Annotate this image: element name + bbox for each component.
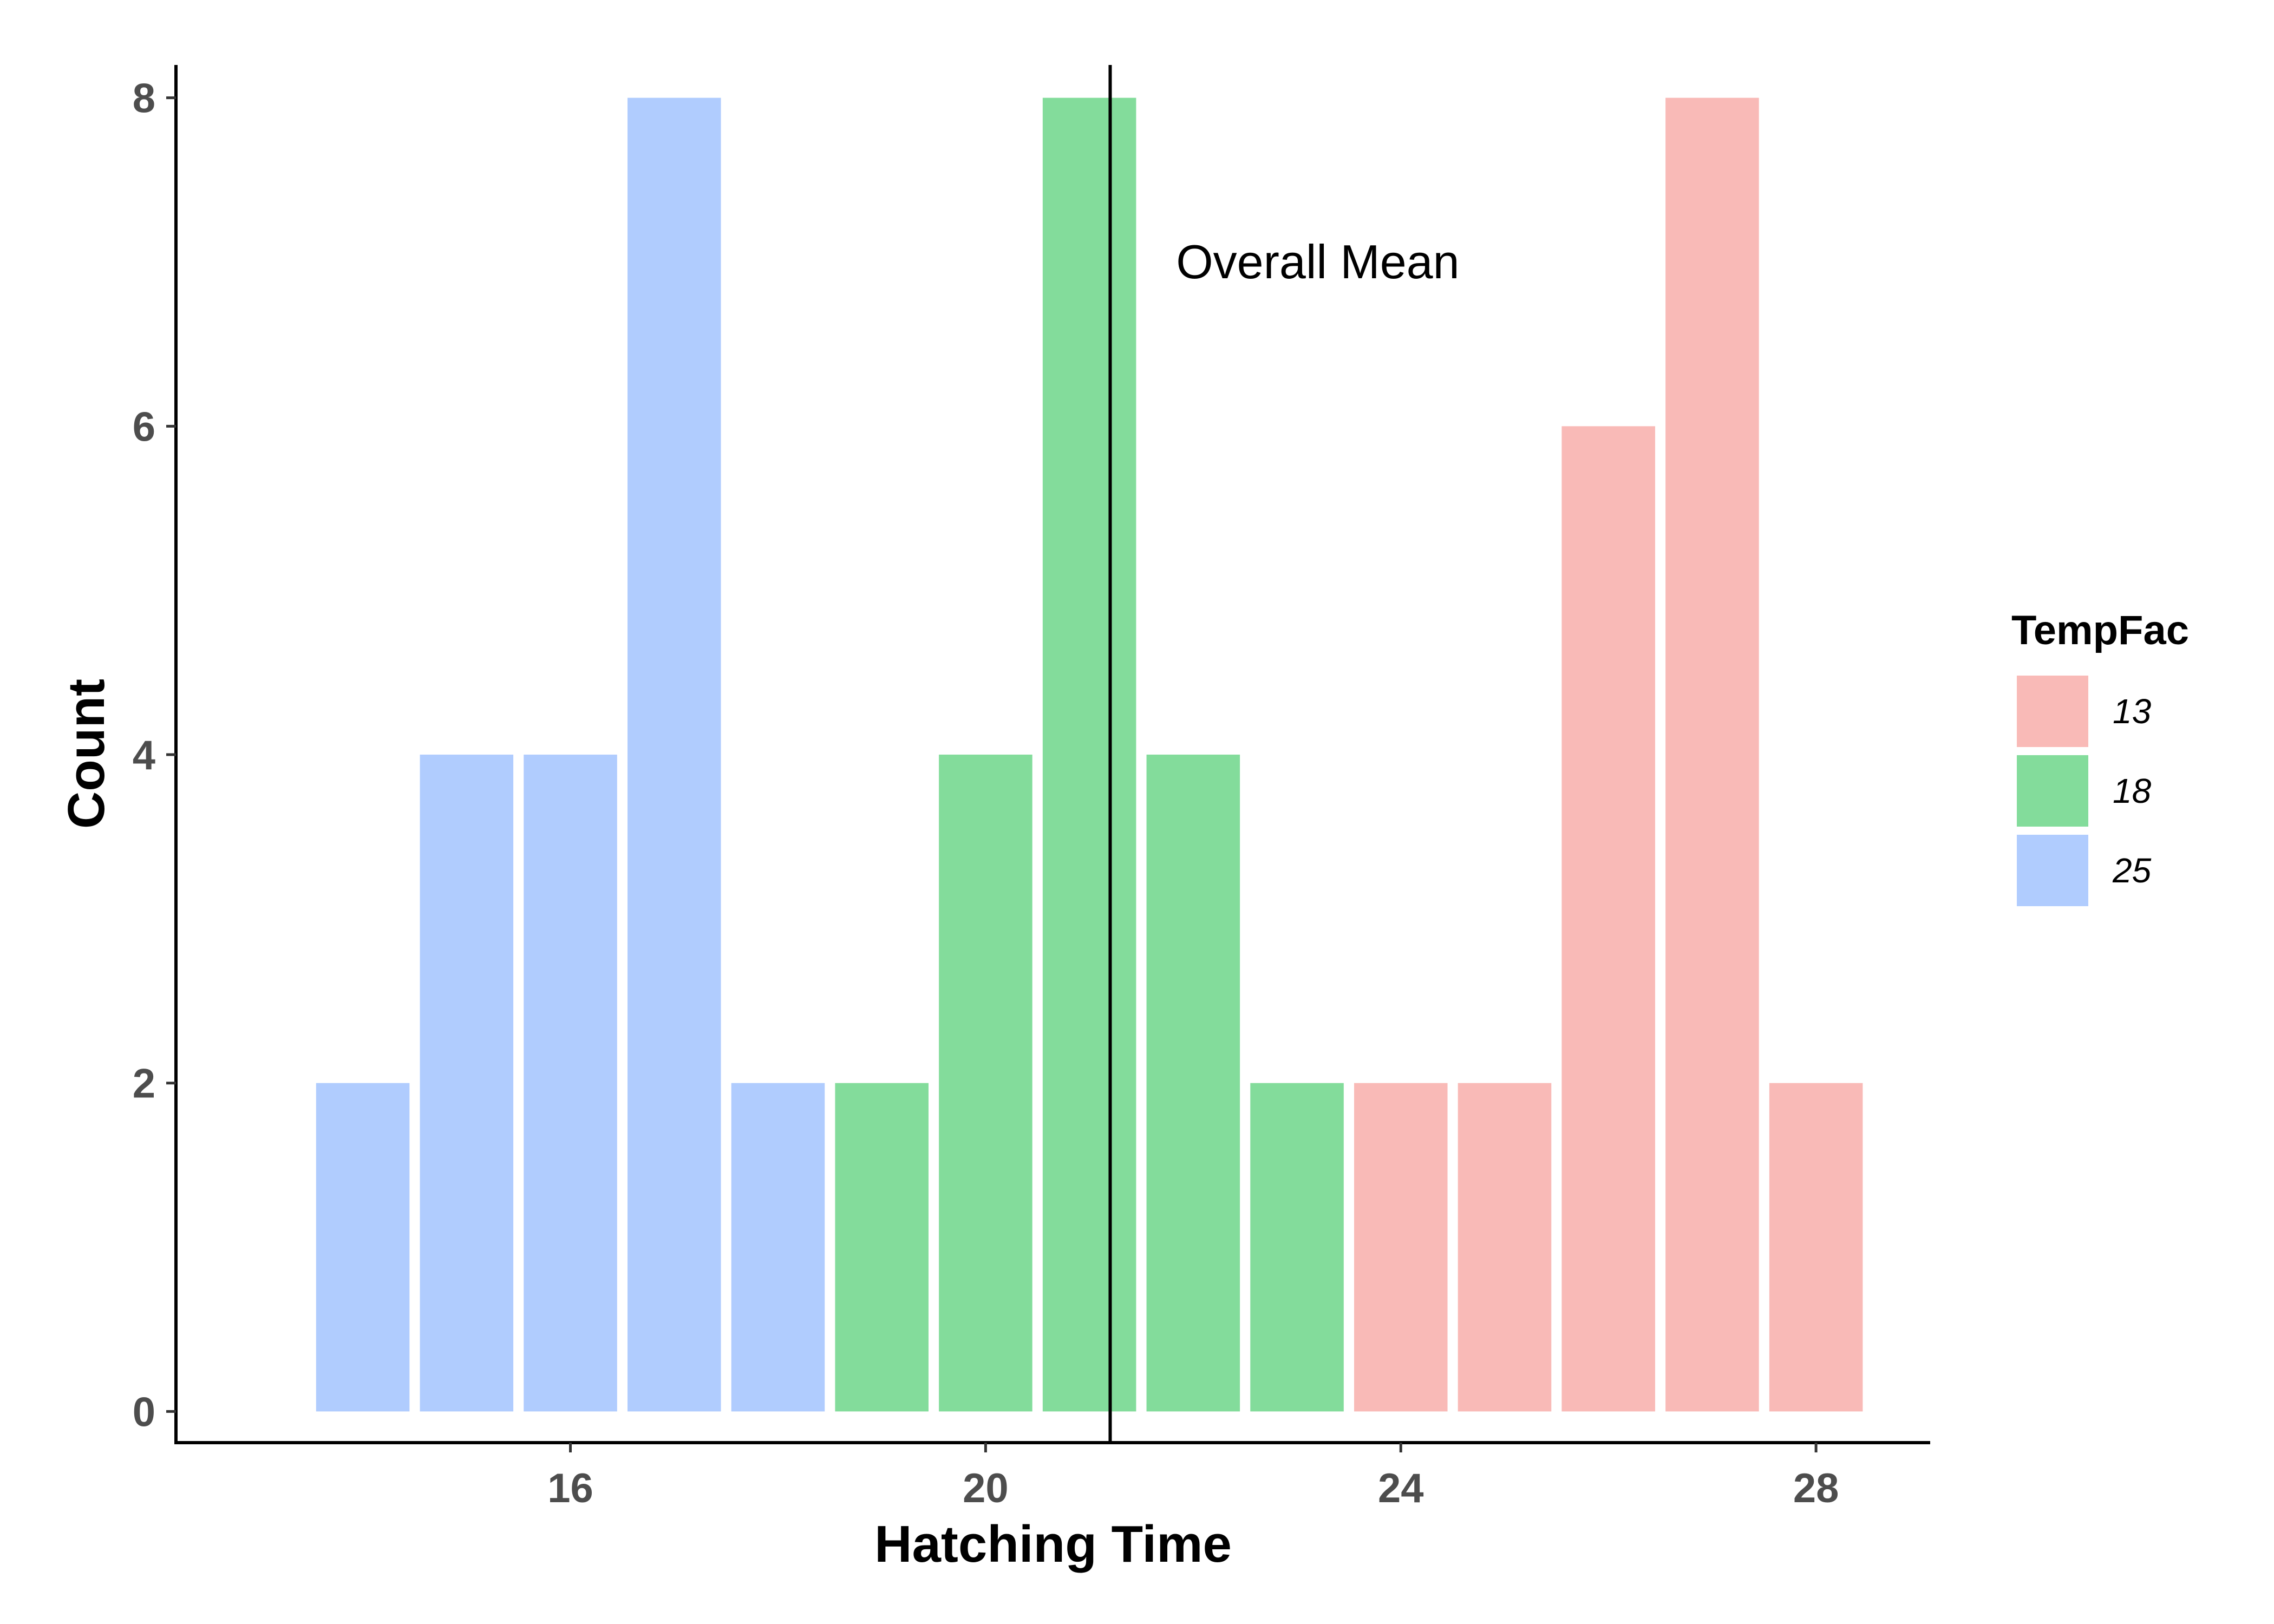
y-tick-label: 6 <box>133 404 155 450</box>
legend-key <box>2017 755 2088 827</box>
y-tick-label: 0 <box>133 1389 155 1435</box>
histogram-bar <box>420 755 514 1412</box>
histogram-bar <box>1354 1083 1448 1412</box>
histogram-bar <box>524 755 617 1412</box>
histogram-bar <box>1146 755 1240 1412</box>
legend-items: 13 18 25 <box>2017 676 2152 906</box>
x-tick-label: 20 <box>963 1465 1009 1511</box>
histogram-bar <box>939 755 1033 1412</box>
overall-mean-annotation: Overall Mean <box>1176 235 1459 289</box>
histogram-bar <box>1769 1083 1863 1412</box>
histogram-bar <box>1250 1083 1344 1412</box>
y-tick-label: 4 <box>133 732 155 778</box>
histogram-bar <box>1561 426 1655 1412</box>
legend: TempFac 13 18 25 <box>2011 607 2189 906</box>
histogram-bar <box>731 1083 825 1412</box>
histogram-bar <box>316 1083 410 1412</box>
y-tick-label: 2 <box>133 1061 155 1107</box>
x-tick-label: 24 <box>1378 1465 1424 1511</box>
histogram-bar <box>835 1083 929 1412</box>
histogram-bar <box>1458 1083 1552 1412</box>
legend-key <box>2017 676 2088 747</box>
legend-key <box>2017 835 2088 906</box>
x-tick-label: 28 <box>1793 1465 1839 1511</box>
legend-label: 18 <box>2113 771 2152 810</box>
y-axis-title: Count <box>57 679 115 829</box>
y-tick-label: 8 <box>133 76 155 122</box>
legend-title: TempFac <box>2011 607 2189 653</box>
x-axis-title: Hatching Time <box>874 1515 1232 1573</box>
histogram-bar <box>1665 97 1759 1412</box>
x-tick-label: 16 <box>547 1465 593 1511</box>
histogram-bar <box>627 97 721 1412</box>
histogram-bar <box>1042 97 1136 1412</box>
legend-label: 25 <box>2112 851 2152 890</box>
bars-layer <box>316 97 1863 1412</box>
legend-label: 13 <box>2113 692 2152 731</box>
